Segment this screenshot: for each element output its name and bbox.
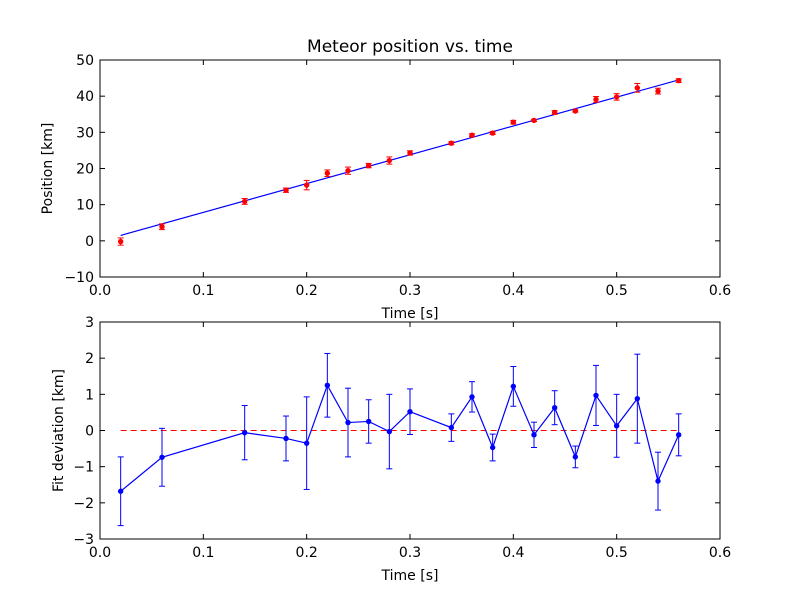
position-x-tick-label: 0.1 (192, 283, 214, 299)
deviation-point (593, 392, 599, 399)
deviation-point (365, 418, 372, 425)
deviation-point (345, 419, 351, 426)
deviation-point (469, 394, 475, 400)
deviation-point (489, 444, 496, 451)
deviation-chart: 0.0 0.1 0.2 0.3 0.4 0.5 0.6 −3 −2 −1 0 1 2 3 Time [s]… (51, 315, 731, 584)
deviation-y-axis-label: Fit deviation [km] (51, 369, 67, 492)
data-point (386, 157, 393, 164)
deviation-point (159, 454, 165, 460)
deviation-plot-area (117, 352, 682, 527)
position-plot-area (117, 77, 682, 246)
data-point (324, 170, 331, 176)
deviation-point (303, 440, 310, 446)
data-point (593, 96, 599, 103)
position-x-tick-label: 0.2 (296, 283, 318, 299)
deviation-point (283, 435, 289, 442)
deviation-point (117, 488, 124, 494)
deviation-point (510, 383, 517, 390)
data-point (159, 224, 165, 230)
position-x-tick-label: 0.0 (89, 283, 111, 299)
deviation-y-tick-label: −3 (73, 532, 94, 548)
position-y-tick-label: 50 (76, 53, 94, 69)
deviation-point (634, 395, 641, 402)
data-point (365, 162, 372, 169)
deviation-point (386, 428, 393, 435)
data-point (613, 94, 620, 100)
position-chart: Meteor position vs. time 0.0 0.1 0.2 0.3 0.4… (40, 37, 731, 322)
deviation-y-tick-label: −1 (73, 460, 94, 476)
deviation-point (572, 454, 579, 460)
data-point (469, 132, 475, 138)
position-ticks: 0.0 0.1 0.2 0.3 0.4 0.5 0.6 −10 0 10 20 30 40 50 (64, 53, 731, 299)
data-point (489, 130, 496, 136)
position-x-tick-label: 0.5 (606, 283, 628, 299)
deviation-point (675, 432, 682, 438)
deviation-y-tick-label: 2 (85, 351, 94, 367)
deviation-line (120, 383, 680, 492)
deviation-x-tick-label: 0.1 (192, 545, 214, 561)
fit-line (120, 79, 679, 236)
data-point (675, 77, 682, 84)
data-point (634, 85, 641, 91)
data-point (572, 108, 579, 114)
deviation-x-tick-label: 0.2 (296, 545, 318, 561)
position-y-tick-label: 20 (76, 162, 94, 178)
position-y-tick-label: 30 (76, 125, 94, 141)
deviation-x-tick-label: 0.6 (709, 545, 731, 561)
data-point (407, 150, 413, 156)
deviation-y-tick-label: 1 (85, 387, 94, 403)
deviation-x-tick-label: 0.3 (399, 545, 421, 561)
deviation-ticks: 0.0 0.1 0.2 0.3 0.4 0.5 0.6 −3 −2 −1 0 1 2 3 (73, 315, 731, 561)
deviation-point (407, 408, 413, 415)
deviation-point (613, 423, 620, 429)
deviation-x-axis-label: Time [s] (381, 568, 439, 584)
data-point (241, 198, 248, 205)
position-y-tick-label: −10 (64, 270, 94, 286)
data-point (551, 109, 558, 116)
data-point (510, 119, 517, 125)
deviation-x-tick-label: 0.0 (89, 545, 111, 561)
position-x-tick-label: 0.3 (399, 283, 421, 299)
deviation-point (655, 478, 661, 484)
deviation-point (448, 424, 455, 431)
chart-title: Meteor position vs. time (307, 37, 513, 57)
data-point (531, 117, 537, 124)
deviation-x-tick-label: 0.5 (606, 545, 628, 561)
data-point (655, 88, 661, 94)
position-y-tick-label: 40 (76, 89, 94, 105)
position-x-tick-label: 0.4 (502, 283, 524, 299)
deviation-y-tick-label: −2 (73, 496, 94, 512)
deviation-point (551, 405, 558, 411)
data-point (117, 238, 124, 245)
deviation-x-tick-label: 0.4 (502, 545, 524, 561)
deviation-y-tick-label: 3 (85, 315, 94, 331)
data-point (448, 140, 455, 146)
position-y-tick-label: 0 (85, 234, 94, 250)
data-point (345, 167, 351, 174)
deviation-point (531, 432, 537, 438)
deviation-point (324, 382, 331, 388)
position-x-tick-label: 0.6 (709, 283, 731, 299)
data-point (303, 182, 310, 188)
position-y-tick-label: 10 (76, 198, 94, 214)
deviation-y-tick-label: 0 (85, 424, 94, 440)
position-x-axis-label: Time [s] (381, 306, 439, 322)
data-point (283, 187, 289, 193)
deviation-point (241, 429, 248, 436)
position-y-axis-label: Position [km] (40, 123, 56, 215)
